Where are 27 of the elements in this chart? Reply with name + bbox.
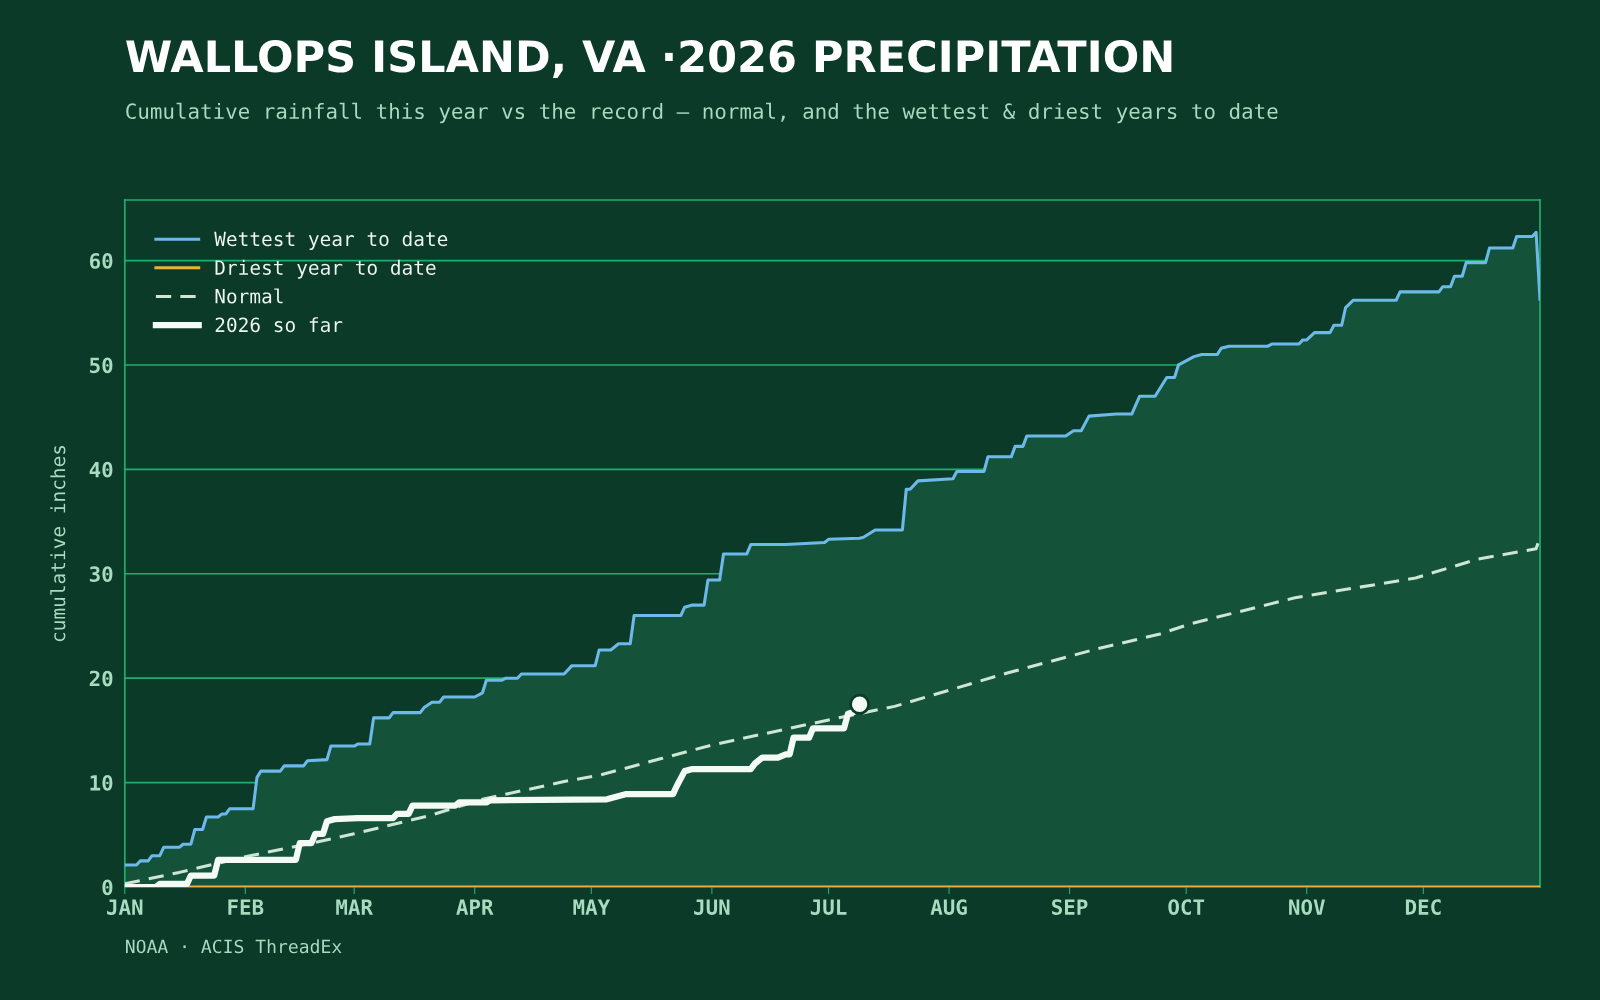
x-tick-label: JUN bbox=[694, 899, 730, 915]
legend-label: Normal bbox=[215, 288, 283, 304]
y-tick-label: 40 bbox=[89, 461, 113, 478]
x-tick-label: OCT bbox=[1168, 899, 1205, 915]
y-axis-title: cumulative inches bbox=[50, 445, 66, 642]
x-tick-label: MAY bbox=[573, 899, 611, 915]
x-tick-label: NOV bbox=[1289, 899, 1325, 915]
y-tick-label: 0 bbox=[102, 879, 113, 896]
y-tick-label: 50 bbox=[90, 357, 113, 374]
legend-label: Driest year to date bbox=[215, 259, 436, 279]
x-tick-label: JAN bbox=[107, 899, 143, 915]
y-tick-label: 60 bbox=[89, 253, 113, 269]
x-tick-label: DEC bbox=[1405, 899, 1441, 915]
x-tick-label: AUG bbox=[930, 899, 967, 915]
x-tick-label: JUL bbox=[810, 899, 847, 915]
chart-subtitle: Cumulative rainfall this year vs the record — normal, and the wettest & driest years to date bbox=[126, 102, 1278, 124]
legend-label: Wettest year to date bbox=[214, 231, 448, 251]
y-tick-label: 30 bbox=[89, 566, 113, 582]
y-tick-label: 10 bbox=[90, 775, 113, 791]
x-tick-label: MAR bbox=[336, 899, 373, 915]
y-tick-label: 20 bbox=[89, 670, 113, 687]
text: NOAA · ACIS ThreadEx bbox=[126, 939, 342, 954]
chart-title: WALLOPS ISLAND, VA ·2026 PRECIPITATION bbox=[126, 39, 1172, 78]
x-tick-label: APR bbox=[456, 899, 494, 915]
legend-label: 2026 so far bbox=[215, 317, 343, 333]
x-tick-label: SEP bbox=[1052, 899, 1088, 915]
x-tick-label: FEB bbox=[228, 899, 264, 915]
